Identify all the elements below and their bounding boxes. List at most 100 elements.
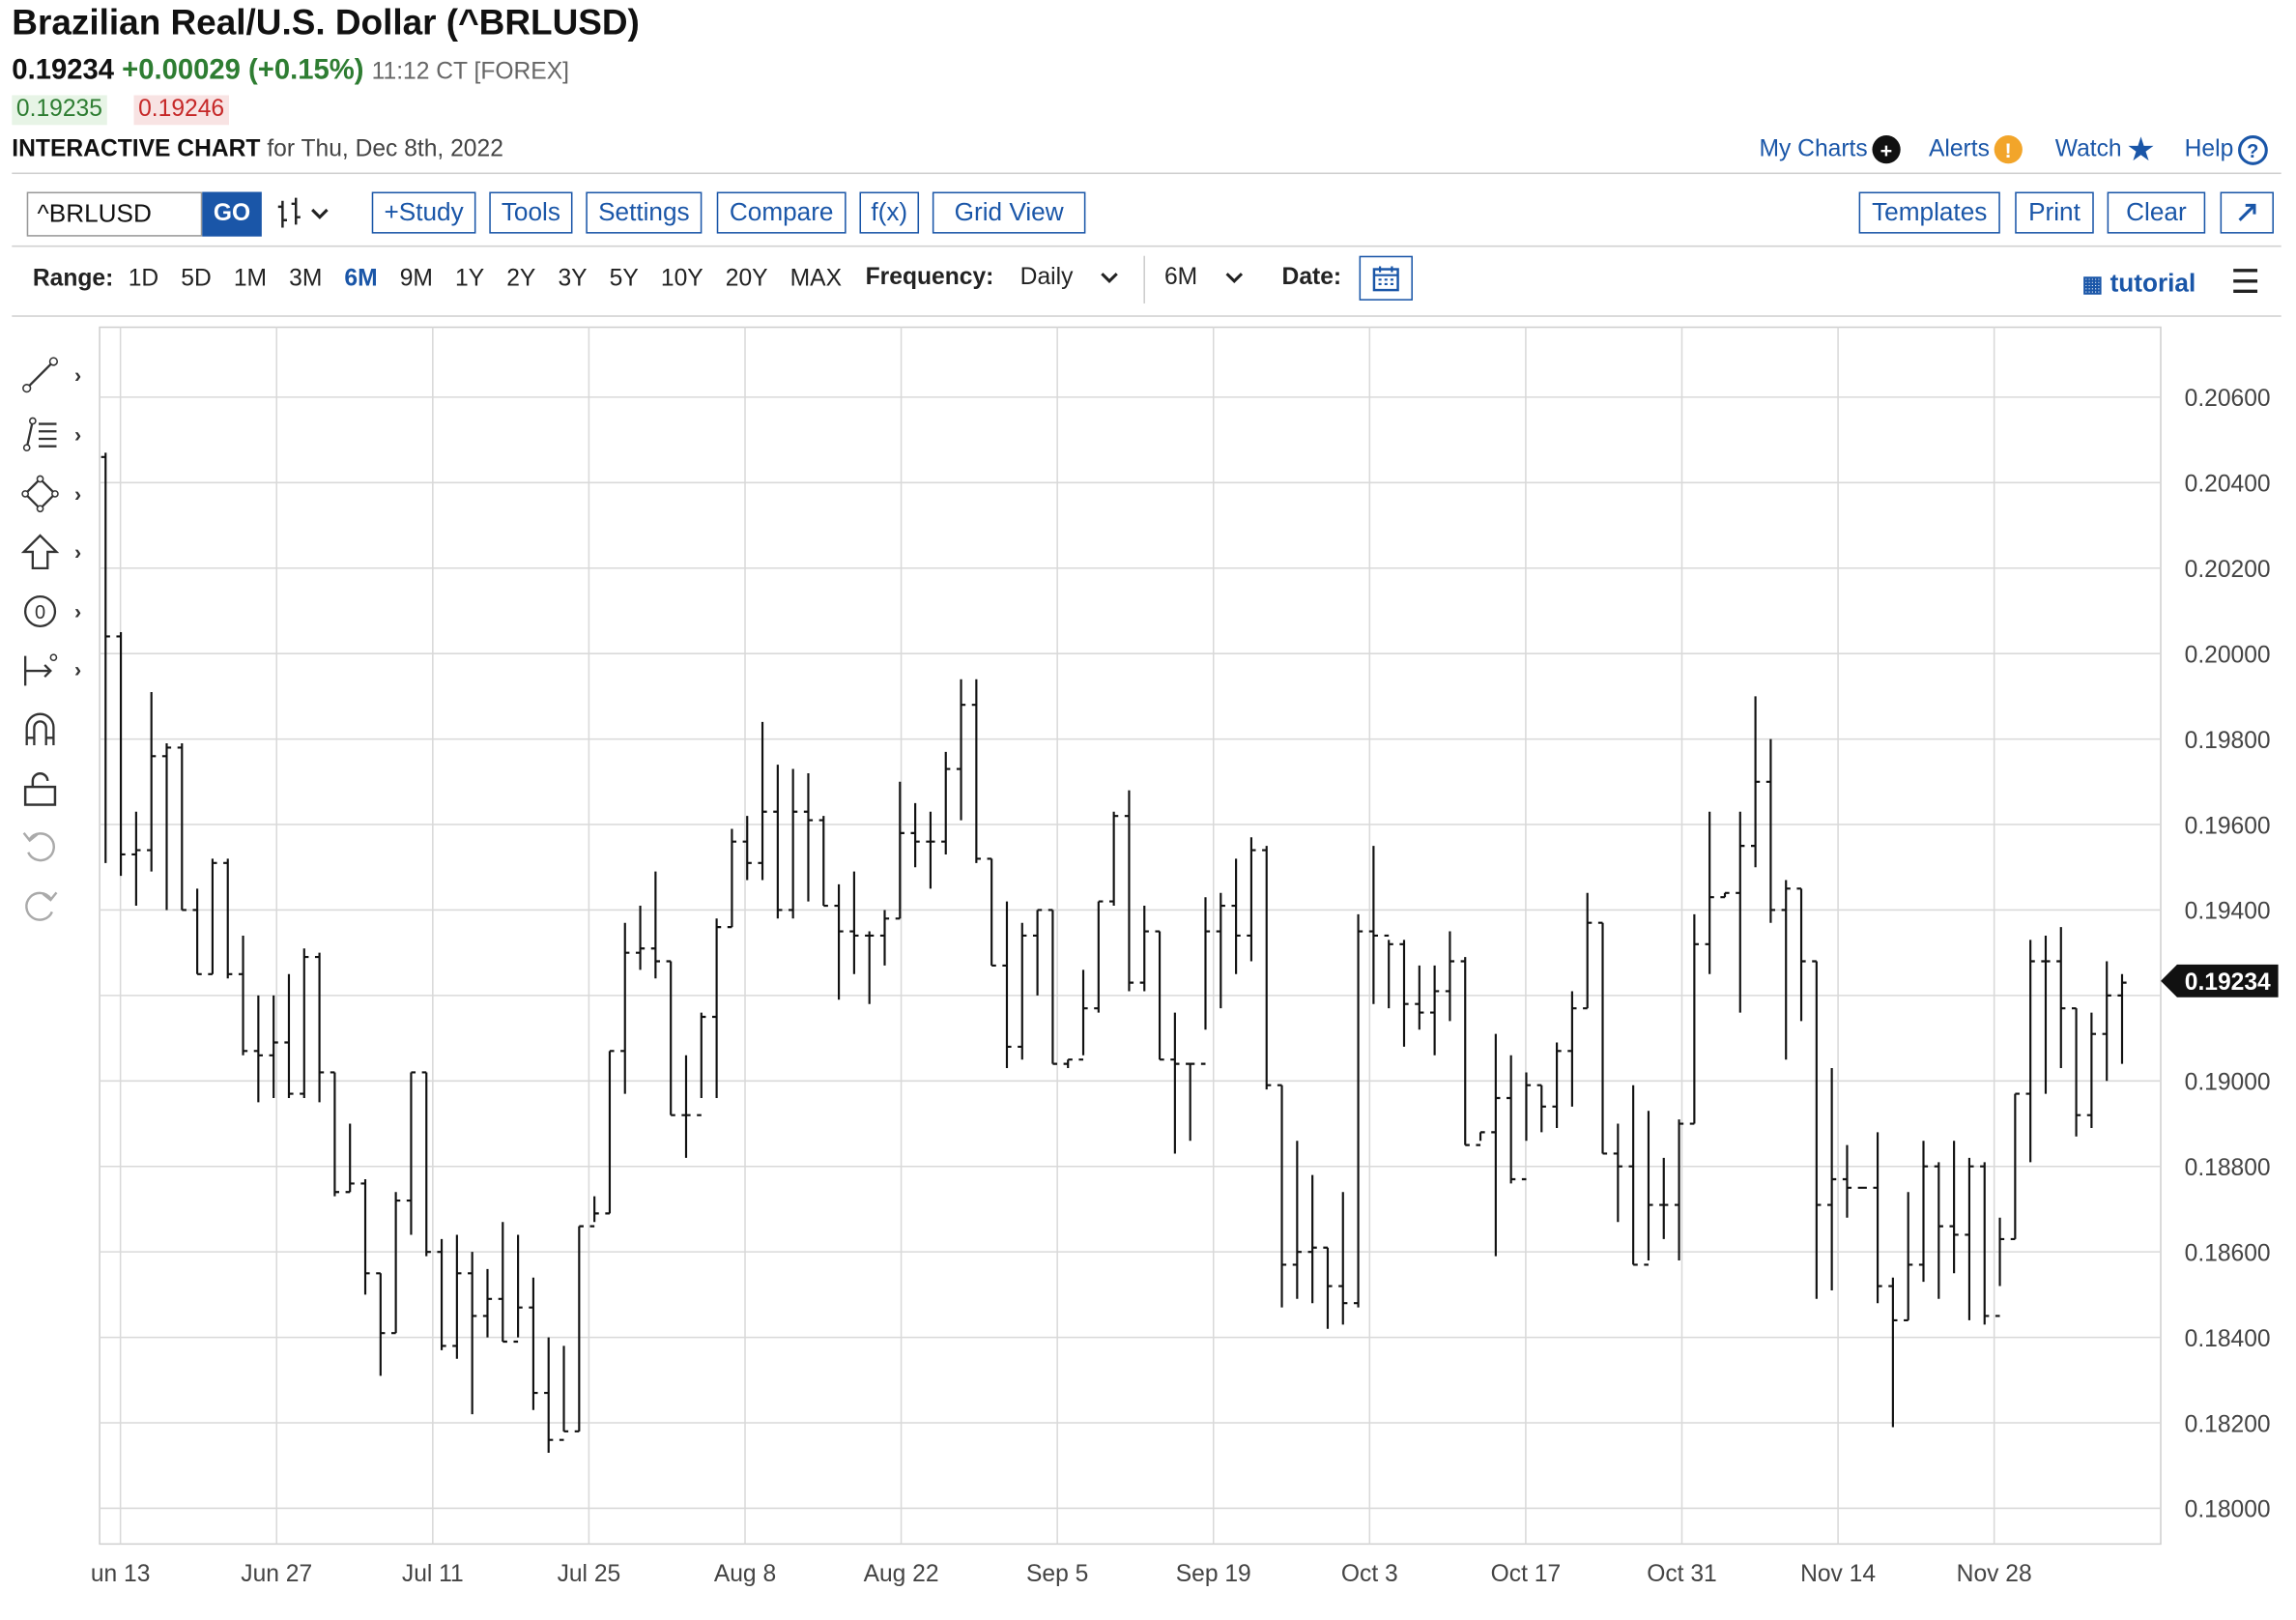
tutorial-link[interactable]: ▦ tutorial xyxy=(2081,270,2196,300)
range-label: Range: xyxy=(32,266,114,292)
expand-button[interactable] xyxy=(2220,191,2274,234)
range-option-3m[interactable]: 3M xyxy=(289,266,323,292)
range-option-2y[interactable]: 2Y xyxy=(506,266,536,292)
study-button[interactable]: +Study xyxy=(371,191,476,234)
ohlc-bar xyxy=(192,888,202,975)
fib-tool[interactable]: › xyxy=(21,414,90,455)
ohlc-bar xyxy=(1491,1033,1501,1257)
x-tick-label: un 13 xyxy=(91,1561,151,1587)
ohlc-bar xyxy=(1124,790,1134,992)
watch-link[interactable]: Watch ★ xyxy=(2055,133,2156,166)
range-option-1y[interactable]: 1Y xyxy=(455,266,485,292)
ohlc-bar xyxy=(1155,930,1164,1061)
x-tick-label: Aug 22 xyxy=(864,1561,939,1587)
frequency-select[interactable]: Daily xyxy=(1019,264,1074,291)
ohlc-bar-icon xyxy=(277,197,329,228)
line-draw-tool[interactable]: › xyxy=(21,354,90,395)
shape-icon xyxy=(21,475,59,513)
ohlc-bar xyxy=(2041,935,2051,1094)
price-change: +0.00029 (+0.15%) xyxy=(122,54,364,87)
help-link[interactable]: Help ? xyxy=(2185,135,2268,165)
ohlc-bar xyxy=(727,828,737,929)
ohlc-bar xyxy=(1476,1131,1485,1146)
divider xyxy=(12,245,2282,247)
ohlc-bar xyxy=(2025,940,2035,1163)
print-button[interactable]: Print xyxy=(2015,191,2094,234)
symbol-input[interactable] xyxy=(26,191,203,237)
range-option-1m[interactable]: 1M xyxy=(233,266,268,292)
ohlc-bar xyxy=(284,973,294,1098)
alerts-link[interactable]: Alerts ! xyxy=(1929,135,2023,164)
measure-tool[interactable]: › xyxy=(21,649,90,690)
my-charts-link[interactable]: My Charts + xyxy=(1760,135,1901,164)
ohlc-bar xyxy=(1995,1217,2005,1317)
arrow-tool[interactable]: › xyxy=(20,531,90,572)
fx-button[interactable]: f(x) xyxy=(859,191,920,234)
undo-tool[interactable] xyxy=(21,825,90,867)
ohlc-bar xyxy=(773,765,783,919)
range-option-5d[interactable]: 5D xyxy=(181,266,212,292)
ohlc-bar xyxy=(1186,1062,1195,1142)
number-tool[interactable]: 0 › xyxy=(21,591,90,632)
magnet-tool[interactable] xyxy=(21,709,90,750)
compare-button[interactable]: Compare xyxy=(716,191,847,234)
ohlc-bar xyxy=(1873,1132,1882,1304)
clear-button[interactable]: Clear xyxy=(2107,191,2206,234)
go-button[interactable]: GO xyxy=(202,191,262,237)
ohlc-bar xyxy=(1521,1072,1532,1181)
range-option-6m[interactable]: 6M xyxy=(344,266,378,292)
ohlc-bar xyxy=(1812,960,1822,1299)
range-option-9m[interactable]: 9M xyxy=(399,266,433,292)
date-picker-button[interactable] xyxy=(1359,255,1413,301)
ohlc-bar xyxy=(1200,897,1211,1065)
ohlc-bar xyxy=(1613,1123,1622,1223)
ask-price: 0.19246 xyxy=(133,95,229,126)
chart-label: INTERACTIVE CHART xyxy=(12,136,261,162)
settings-button[interactable]: Settings xyxy=(586,191,703,234)
x-tick-label: Oct 3 xyxy=(1341,1561,1398,1587)
period-select[interactable]: 6M xyxy=(1163,264,1198,291)
svg-text:0: 0 xyxy=(35,602,45,623)
range-option-max[interactable]: MAX xyxy=(789,266,843,292)
lock-tool[interactable] xyxy=(21,767,90,809)
shape-tool[interactable]: › xyxy=(21,473,90,514)
range-option-1d[interactable]: 1D xyxy=(128,266,159,292)
x-tick-label: Nov 28 xyxy=(1957,1561,2032,1587)
ohlc-bar xyxy=(1781,880,1791,1060)
plot-area xyxy=(99,326,2162,1546)
ohlc-bar xyxy=(1109,811,1119,907)
range-option-3y[interactable]: 3Y xyxy=(558,266,588,292)
ohlc-bar xyxy=(2102,961,2111,1082)
ohlc-bar xyxy=(681,1055,691,1158)
ohlc-bar xyxy=(758,721,767,881)
ohlc-bar xyxy=(269,995,278,1098)
chart-date: for Thu, Dec 8th, 2022 xyxy=(267,136,503,162)
ohlc-bar xyxy=(941,751,951,854)
ohlc-bar xyxy=(1720,891,1730,899)
range-option-20y[interactable]: 20Y xyxy=(725,266,768,292)
ohlc-bar xyxy=(513,1234,523,1344)
ohlc-bar xyxy=(1353,913,1363,1308)
ohlc-bar xyxy=(1552,1042,1562,1128)
chevron-down-icon[interactable] xyxy=(1222,265,1247,296)
ohlc-bar xyxy=(1430,965,1440,1056)
chart-type-button[interactable] xyxy=(276,195,336,234)
ohlc-bar xyxy=(865,931,875,1004)
hamburger-menu-icon[interactable]: ☰ xyxy=(2230,263,2260,301)
grid-view-button[interactable]: Grid View xyxy=(932,191,1086,234)
ohlc-bar xyxy=(956,679,966,821)
chevron-down-icon[interactable] xyxy=(1098,265,1122,296)
ohlc-bar xyxy=(574,1225,584,1432)
range-option-10y[interactable]: 10Y xyxy=(660,266,703,292)
ohlc-bar xyxy=(1247,837,1256,962)
y-tick-label: 0.19000 xyxy=(2185,1070,2271,1096)
tools-button[interactable]: Tools xyxy=(489,191,573,234)
range-option-5y[interactable]: 5Y xyxy=(609,266,639,292)
y-tick-label: 0.18600 xyxy=(2185,1240,2271,1266)
y-tick-label: 0.18800 xyxy=(2185,1155,2271,1181)
bid-price: 0.19235 xyxy=(12,95,107,126)
ohlc-bar xyxy=(391,1192,401,1335)
redo-tool[interactable] xyxy=(21,885,90,927)
templates-button[interactable]: Templates xyxy=(1858,191,2000,234)
